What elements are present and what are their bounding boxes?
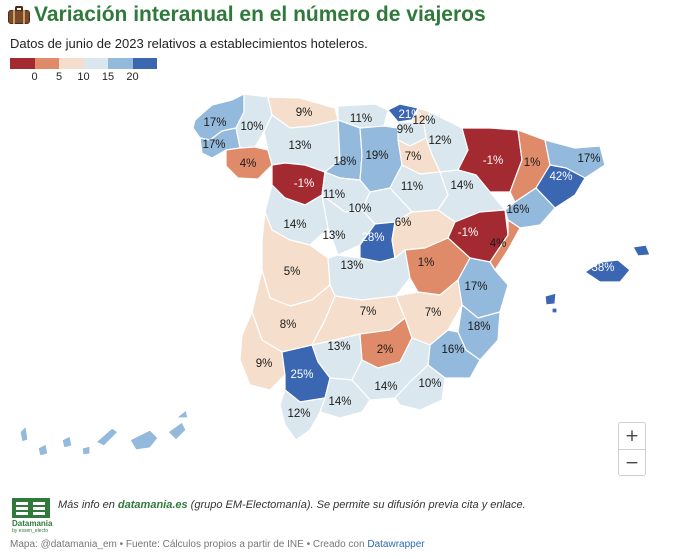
province-value-label: 6% xyxy=(395,217,412,229)
province-value-label: 14% xyxy=(450,180,473,192)
province-value-label: 7% xyxy=(405,151,422,163)
province-value-label: 10% xyxy=(240,121,263,133)
province-value-label: 28% xyxy=(361,232,384,244)
province-value-label: 16% xyxy=(506,204,529,216)
province-value-label: 14% xyxy=(283,219,306,231)
province-huesca[interactable] xyxy=(457,127,523,193)
province-huelva[interactable] xyxy=(239,311,286,391)
province-value-label: 16% xyxy=(441,344,464,356)
province-value-label: 42% xyxy=(549,171,572,183)
province-value-label: -1% xyxy=(294,178,314,190)
footer-credits: Mapa: @datamania_em • Fuente: Cálculos p… xyxy=(10,539,425,550)
color-legend: 0 5 10 15 20 xyxy=(10,58,157,83)
legend-tick-label: 0 xyxy=(31,71,38,83)
title-bar: Variación interanual en el número de via… xyxy=(8,2,486,28)
province-value-label: 17% xyxy=(203,117,226,129)
province-value-label: 7% xyxy=(360,306,377,318)
province-value-label: 25% xyxy=(290,369,313,381)
legend-tick-label: 10 xyxy=(77,71,90,83)
province-value-label: 17% xyxy=(464,281,487,293)
province-value-label: 19% xyxy=(365,150,388,162)
zoom-control: + − xyxy=(618,422,646,476)
province-value-label: 12% xyxy=(412,115,435,127)
province-value-label: 13% xyxy=(340,260,363,272)
province-value-label: 21% xyxy=(398,109,421,121)
suitcase-icon xyxy=(8,6,30,24)
province-las-palmas[interactable] xyxy=(129,409,189,451)
province-value-label: 9% xyxy=(296,107,313,119)
province-santa-cruz-de-tenerife[interactable] xyxy=(19,425,119,457)
province-value-label: 9% xyxy=(397,124,414,136)
province-almeria[interactable] xyxy=(394,364,446,411)
province-value-label: 11% xyxy=(401,181,423,193)
chart-subtitle: Datos de junio de 2023 relativos a estab… xyxy=(10,36,368,51)
chart-title: Variación interanual en el número de via… xyxy=(34,3,486,26)
province-value-label: 18% xyxy=(333,156,356,168)
province-value-label: 1% xyxy=(418,257,435,269)
datawrapper-link[interactable]: Datawrapper xyxy=(367,539,425,550)
province-value-label: 13% xyxy=(327,341,350,353)
province-value-label: 10% xyxy=(418,378,441,390)
province-value-label: 17% xyxy=(202,139,225,151)
province-value-label: 13% xyxy=(322,230,345,242)
zoom-in-button[interactable]: + xyxy=(619,423,645,449)
legend-swatch xyxy=(83,58,108,69)
legend-swatch xyxy=(10,58,35,69)
legend-swatch xyxy=(108,58,133,69)
province-value-label: 18% xyxy=(467,321,490,333)
info-note: Más info en datamania.es (grupo EM-Elect… xyxy=(58,499,526,511)
legend-swatch xyxy=(34,58,59,69)
province-malaga[interactable] xyxy=(319,377,371,419)
legend-tick-label: 5 xyxy=(55,71,63,83)
legend-swatch xyxy=(132,58,157,69)
province-value-label: 38% xyxy=(591,262,614,274)
province-value-label: 8% xyxy=(280,319,297,331)
zoom-out-button[interactable]: − xyxy=(619,450,645,476)
datamania-logo: Datamania by essen_electo xyxy=(12,498,52,540)
spain-map: 17% 10%17%4%9% 11% 21%9%12%12%7%13%18% 19%-1… xyxy=(19,93,651,457)
province-illes-balears[interactable] xyxy=(544,244,651,314)
province-value-label: 4% xyxy=(490,238,507,250)
datamania-link[interactable]: datamania.es xyxy=(117,499,188,511)
province-value-label: 10% xyxy=(348,203,371,215)
province-value-label: 17% xyxy=(577,153,600,165)
province-value-label: 14% xyxy=(374,381,397,393)
province-value-label: 14% xyxy=(328,396,351,408)
province-value-label: -1% xyxy=(458,227,478,239)
province-cadiz[interactable] xyxy=(279,389,326,441)
legend-swatch xyxy=(59,58,84,69)
legend-tick-label: 15 xyxy=(101,71,115,83)
province-value-label: 5% xyxy=(284,266,301,278)
province-value-label: 12% xyxy=(287,408,310,420)
province-value-label: 12% xyxy=(428,135,451,147)
province-value-label: 2% xyxy=(377,344,394,356)
province-value-label: -1% xyxy=(483,155,503,167)
province-value-label: 9% xyxy=(256,358,273,370)
province-value-label: 13% xyxy=(288,140,311,152)
province-value-label: 4% xyxy=(240,158,257,170)
province-value-label: 11% xyxy=(323,189,345,201)
province-value-label: 11% xyxy=(350,113,372,125)
legend-tick-label: 20 xyxy=(126,71,139,83)
province-value-label: 1% xyxy=(524,157,541,169)
province-value-label: 7% xyxy=(425,307,442,319)
